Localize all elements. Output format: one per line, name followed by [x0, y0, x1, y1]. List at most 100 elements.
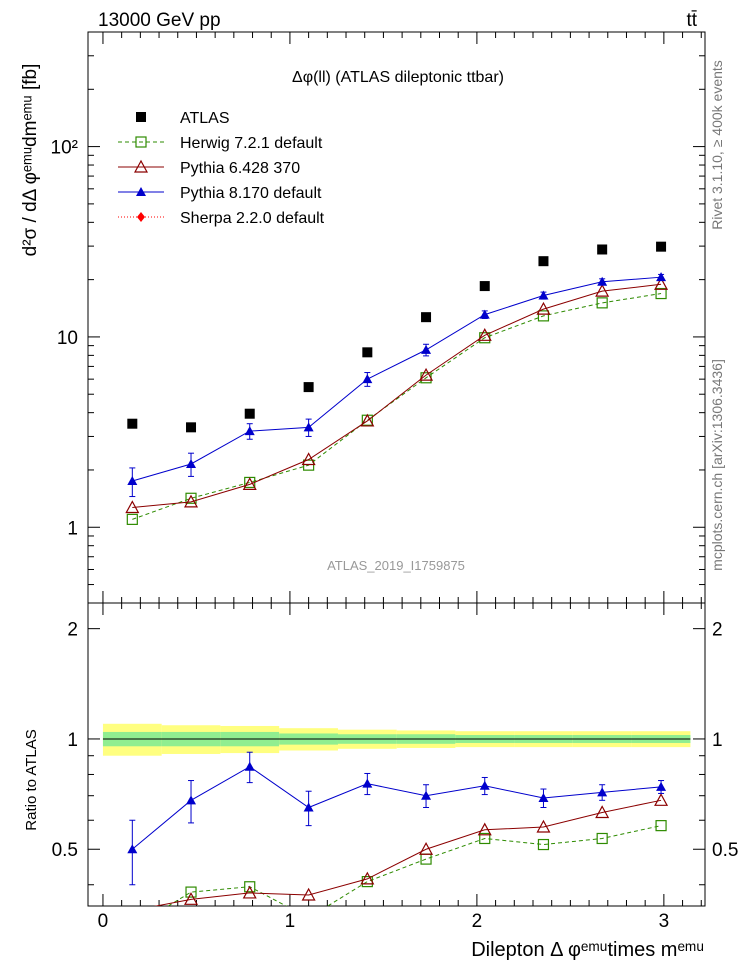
- main-point-pythia-8-170-default: [538, 290, 549, 300]
- ratio-point-herwig-7-2-1-default: [244, 881, 256, 893]
- energy-label: 13000 GeV pp: [98, 10, 221, 31]
- legend-marker: [137, 212, 145, 222]
- main-point-atlas: [597, 244, 608, 255]
- ratio-line-pythia-8-170-default: [131, 766, 662, 850]
- data-layer: [125, 241, 669, 906]
- process-label: tt̄: [686, 10, 697, 31]
- legend: ATLAS Herwig 7.2.1 default Pythia 6.428 37…: [118, 110, 325, 227]
- axis-ticks: 0 1 2 3 1 10 10² 0.5 0.5 1 1 2 2: [51, 31, 738, 932]
- x-tick-label: 2: [472, 911, 483, 932]
- ratio-point-herwig-7-2-1-default: [655, 820, 667, 832]
- mcplots-label: mcplots.cern.ch [arXiv:1306.3436]: [709, 359, 725, 571]
- main-point-atlas: [479, 281, 490, 292]
- ratio-point-pythia-8-170-default: [362, 778, 373, 788]
- ratio-y-tick-label: 1: [67, 730, 78, 751]
- ratio-y-tick-label-right: 2: [712, 620, 723, 641]
- main-point-atlas: [127, 418, 138, 429]
- ratio-point-herwig-7-2-1-default: [537, 838, 550, 851]
- ratio-point-pythia-6-428-370: [595, 805, 610, 819]
- main-point-herwig-7-2-1-default: [185, 492, 197, 504]
- main-point-pythia-8-170-default: [597, 276, 608, 286]
- main-point-pythia-8-170-default: [656, 272, 667, 282]
- main-point-pythia-8-170-default: [303, 422, 314, 432]
- main-line-pythia-6-428-370: [132, 283, 662, 508]
- ratio-point-pythia-6-428-370: [536, 819, 551, 833]
- ratio-y-tick-label: 2: [67, 620, 78, 641]
- legend-marker: [136, 112, 146, 122]
- legend-marker: [133, 159, 149, 173]
- main-point-pythia-6-428-370: [477, 328, 492, 341]
- ratio-y-tick-label-right: 1: [712, 730, 723, 751]
- ratio-y-tick-label-right: 0.5: [712, 840, 738, 861]
- main-point-herwig-7-2-1-default: [303, 459, 315, 471]
- ratio-point-pythia-8-170-default: [303, 802, 314, 812]
- main-point-pythia-8-170-default: [244, 426, 255, 436]
- legend-label: Pythia 8.170 default: [180, 185, 322, 202]
- ratio-point-pythia-6-428-370: [360, 871, 375, 885]
- main-point-pythia-8-170-default: [479, 309, 490, 319]
- legend-label: Herwig 7.2.1 default: [180, 135, 323, 152]
- x-tick-label: 3: [659, 911, 670, 932]
- ratio-point-pythia-8-170-default: [127, 844, 138, 854]
- ratio-line-herwig-7-2-1-default: [167, 825, 662, 906]
- main-point-pythia-6-428-370: [360, 413, 375, 427]
- main-point-herwig-7-2-1-default: [537, 310, 550, 322]
- y-tick-label: 1: [67, 518, 78, 539]
- x-tick-label: 0: [98, 911, 109, 932]
- main-point-atlas: [303, 382, 314, 393]
- plot-title: Δφ(ll) (ATLAS dileptonic ttbar): [292, 69, 504, 86]
- legend-label: Pythia 6.428 370: [180, 160, 300, 177]
- ratio-point-pythia-8-170-default: [479, 780, 490, 790]
- main-point-pythia-6-428-370: [125, 500, 140, 514]
- main-point-atlas: [421, 312, 432, 323]
- main-point-pythia-8-170-default: [362, 374, 373, 384]
- main-point-pythia-6-428-370: [301, 452, 316, 466]
- ratio-point-pythia-8-170-default: [244, 761, 255, 771]
- main-point-atlas: [656, 241, 667, 252]
- ratio-y-tick-label: 0.5: [52, 840, 78, 861]
- main-point-pythia-8-170-default: [127, 476, 138, 486]
- main-point-pythia-6-428-370: [419, 367, 434, 381]
- main-point-pythia-6-428-370: [595, 283, 610, 297]
- main-point-pythia-6-428-370: [654, 277, 669, 290]
- ratio-point-pythia-8-170-default: [656, 781, 667, 791]
- main-point-pythia-6-428-370: [184, 494, 199, 508]
- main-point-herwig-7-2-1-default: [596, 297, 608, 309]
- y-tick-label: 10: [57, 328, 78, 349]
- ratio-plot-frame: [87, 602, 706, 907]
- ratio-point-pythia-6-428-370: [477, 822, 492, 836]
- ratio-point-pythia-8-170-default: [597, 787, 608, 797]
- ratio-point-pythia-8-170-default: [538, 792, 549, 802]
- ratio-point-pythia-6-428-370: [301, 887, 316, 901]
- ratio-point-pythia-6-428-370: [242, 885, 257, 899]
- ratio-point-pythia-8-170-default: [421, 790, 432, 800]
- ratio-point-herwig-7-2-1-default: [185, 886, 197, 898]
- main-line-pythia-8-170-default: [132, 276, 662, 482]
- ratio-ylabel: Ratio to ATLAS: [23, 729, 40, 830]
- y-tick-label: 10²: [51, 138, 78, 159]
- main-point-atlas: [362, 347, 373, 358]
- ratio-plot-area: [102, 723, 691, 756]
- main-point-atlas: [186, 422, 197, 433]
- x-tick-label: 1: [285, 911, 296, 932]
- ratio-point-pythia-6-428-370: [184, 892, 199, 905]
- ratio-point-herwig-7-2-1-default: [420, 853, 432, 865]
- ratio-point-pythia-6-428-370: [654, 793, 669, 806]
- main-point-pythia-8-170-default: [186, 458, 197, 468]
- legend-label: Sherpa 2.2.0 default: [180, 210, 325, 227]
- main-point-herwig-7-2-1-default: [126, 513, 138, 525]
- main-line-herwig-7-2-1-default: [132, 293, 662, 520]
- legend-label: ATLAS: [180, 110, 230, 127]
- ratio-line-pythia-6-428-370: [153, 799, 662, 906]
- main-point-pythia-6-428-370: [536, 301, 551, 315]
- main-point-herwig-7-2-1-default: [655, 287, 667, 300]
- rivet-label: Rivet 3.1.10, ≥ 400k events: [709, 60, 725, 230]
- legend-marker: [136, 187, 146, 196]
- x-axis-label: Dilepton Δ φᵉᵐᵘtimes mᵉᵐᵘ: [471, 939, 704, 961]
- main-point-atlas: [538, 256, 549, 267]
- main-point-pythia-6-428-370: [242, 477, 257, 490]
- main-ylabel: d²σ / dΔ φᵉᵐᵘdmᵉᵐᵘ [fb]: [20, 64, 41, 257]
- ratio-point-herwig-7-2-1-default: [479, 832, 491, 845]
- main-point-atlas: [244, 408, 255, 419]
